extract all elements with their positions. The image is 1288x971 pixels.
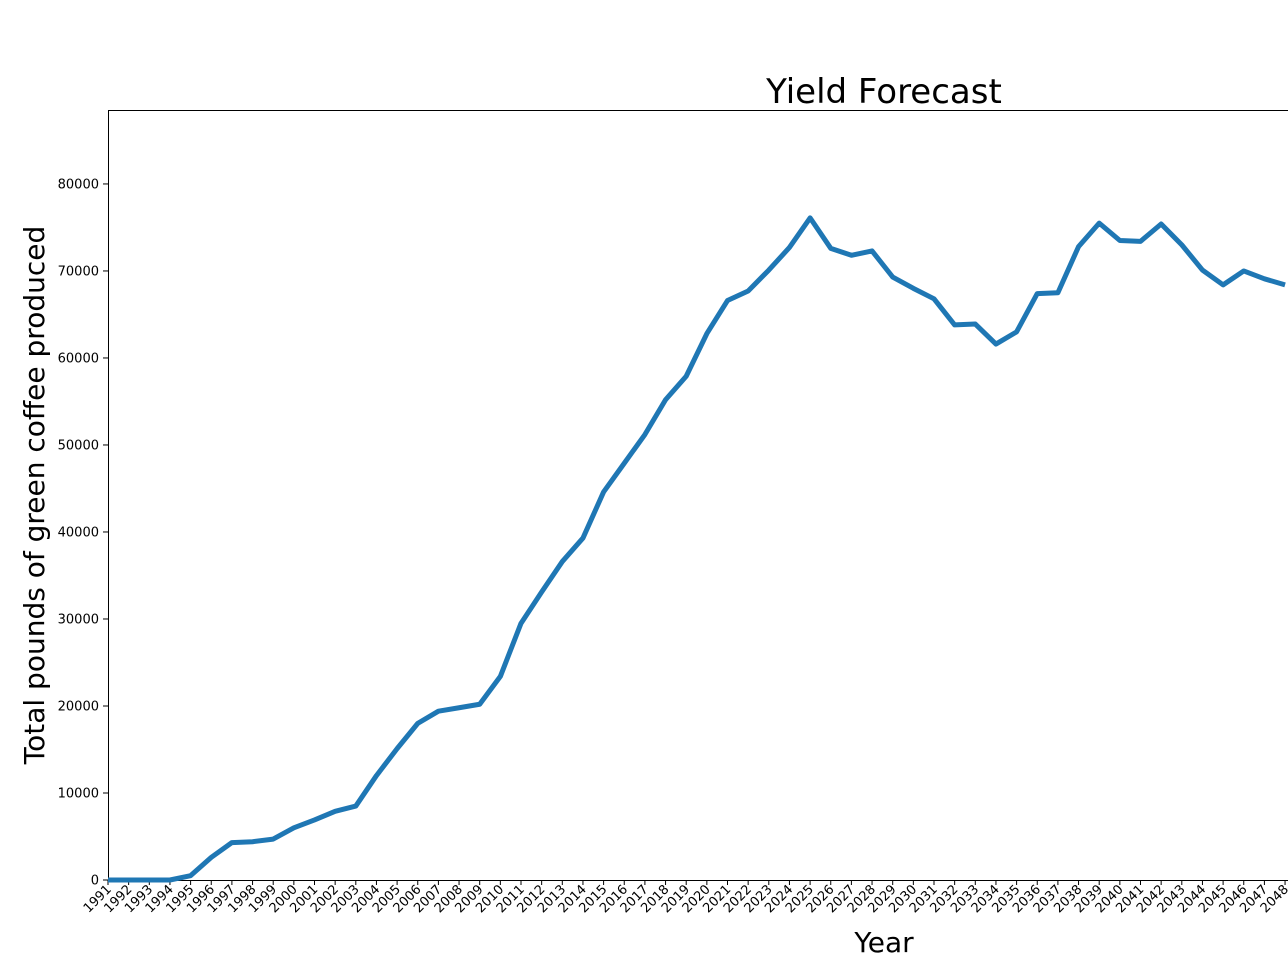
data-point	[292, 826, 296, 830]
data-point	[147, 878, 151, 882]
data-point	[891, 275, 895, 279]
x-axis-label: Year	[853, 926, 914, 959]
data-point	[1097, 221, 1101, 225]
data-point	[746, 289, 750, 293]
data-point	[209, 855, 213, 859]
data-point	[354, 804, 358, 808]
data-point	[849, 253, 853, 257]
data-point	[106, 878, 110, 882]
data-point	[127, 878, 131, 882]
data-point	[1139, 239, 1143, 243]
data-point	[932, 297, 936, 301]
data-point	[602, 490, 606, 494]
series-line	[108, 215, 1286, 883]
data-point	[1200, 268, 1204, 272]
y-tick-label: 40000	[58, 525, 99, 540]
data-point	[911, 286, 915, 290]
data-point	[519, 621, 523, 625]
data-point	[271, 837, 275, 841]
data-point	[726, 299, 730, 303]
data-point	[684, 374, 688, 378]
series-layer	[106, 215, 1287, 883]
data-point	[1159, 222, 1163, 226]
data-point	[189, 874, 193, 878]
chart-title: Yield Forecast	[765, 72, 1002, 112]
data-point	[953, 323, 957, 327]
data-point	[1283, 283, 1287, 287]
data-point	[705, 332, 709, 336]
data-point	[230, 841, 234, 845]
y-tick-label: 50000	[58, 438, 99, 453]
data-point	[540, 590, 544, 594]
data-point	[767, 268, 771, 272]
y-tick-label: 60000	[58, 351, 99, 366]
data-point	[313, 818, 317, 822]
y-tick-label: 10000	[58, 786, 99, 801]
y-tick-label: 0	[91, 874, 99, 889]
data-point	[829, 246, 833, 250]
plot-area-frame	[108, 110, 1288, 881]
data-point	[374, 774, 378, 778]
data-point	[870, 249, 874, 253]
data-point	[1118, 239, 1122, 243]
data-point	[581, 536, 585, 540]
data-point	[622, 461, 626, 465]
x-axis: 1991199219931994199519961997199819992000…	[81, 880, 1288, 916]
data-point	[333, 809, 337, 813]
data-point	[416, 721, 420, 725]
data-point	[1035, 292, 1039, 296]
data-point	[787, 245, 791, 249]
data-point	[1242, 269, 1246, 273]
y-tick-label: 70000	[58, 264, 99, 279]
data-point	[1180, 243, 1184, 247]
data-point	[436, 709, 440, 713]
data-point	[498, 674, 502, 678]
data-point	[808, 216, 812, 220]
data-point	[994, 342, 998, 346]
y-axis: 0 10000 20000 30000 40000 50000 60000 70000 8000…	[58, 177, 108, 889]
y-tick-label: 30000	[58, 612, 99, 627]
y-tick-label: 20000	[58, 699, 99, 714]
data-point	[251, 840, 255, 844]
data-point	[1077, 245, 1081, 249]
data-point	[1221, 283, 1225, 287]
data-point	[478, 702, 482, 706]
data-point	[664, 398, 668, 402]
data-point	[1015, 330, 1019, 334]
data-point	[560, 560, 564, 564]
y-tick-label: 80000	[58, 177, 99, 192]
data-point	[395, 747, 399, 751]
data-point	[973, 322, 977, 326]
data-point	[1262, 277, 1266, 281]
data-point	[643, 433, 647, 437]
data-point	[457, 706, 461, 710]
data-point	[168, 878, 172, 882]
y-axis-label: Total pounds of green coffee produced	[18, 226, 51, 766]
data-point	[1056, 291, 1060, 295]
